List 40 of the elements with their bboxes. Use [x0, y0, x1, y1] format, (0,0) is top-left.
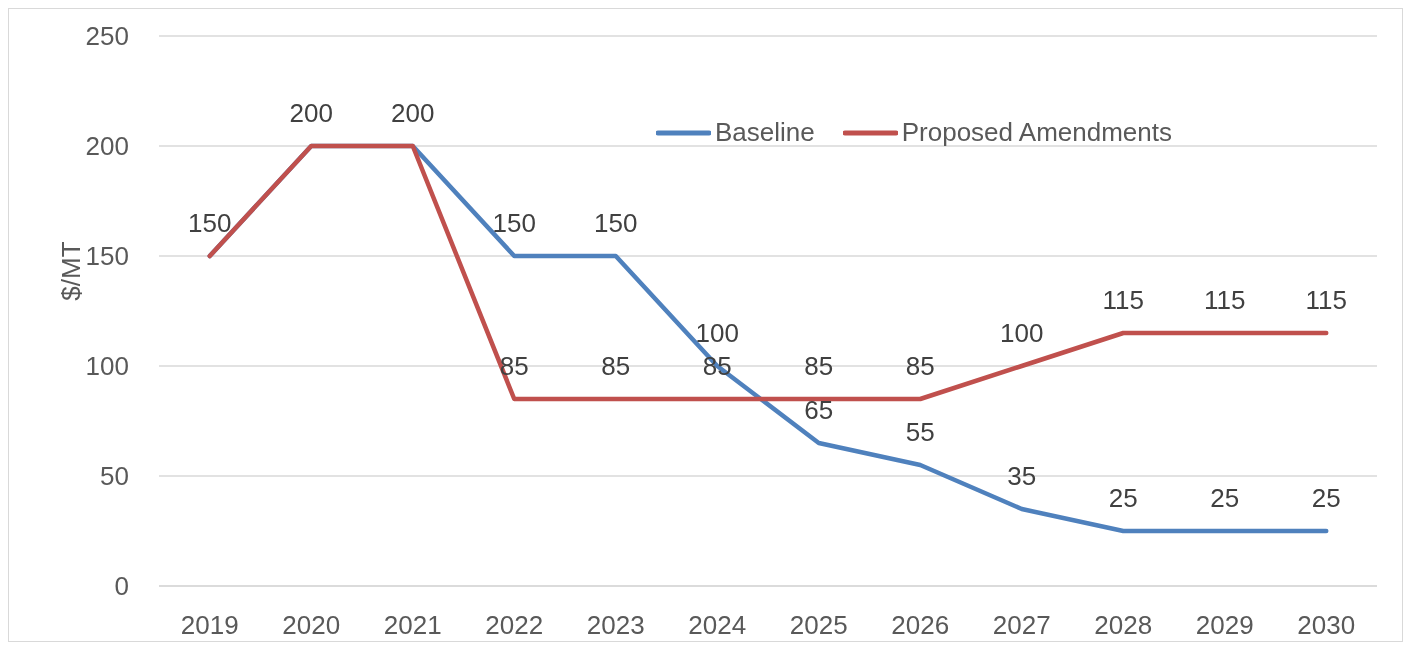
data-label: 150 — [594, 208, 638, 238]
x-tick-label: 2021 — [383, 610, 442, 641]
data-label: 25 — [1210, 483, 1240, 513]
data-label: 65 — [804, 395, 834, 425]
legend-label: Proposed Amendments — [901, 117, 1173, 148]
data-label: 85 — [804, 351, 834, 381]
x-tick-label: 2025 — [789, 610, 848, 641]
x-tick-label: 2023 — [586, 610, 645, 641]
x-tick-label: 2029 — [1195, 610, 1254, 641]
data-label: 200 — [391, 98, 435, 128]
x-tick-label: 2026 — [891, 610, 950, 641]
legend-label: Baseline — [715, 117, 815, 148]
y-tick-label: 250 — [85, 21, 129, 52]
data-label: 55 — [905, 417, 935, 447]
x-tick-label: 2027 — [992, 610, 1051, 641]
data-label: 25 — [1108, 483, 1138, 513]
y-tick-label: 200 — [85, 131, 129, 162]
x-tick-label: 2028 — [1094, 610, 1153, 641]
x-tick-label: 2020 — [282, 610, 341, 641]
x-tick-label: 2024 — [688, 610, 747, 641]
y-axis-title: $/MT — [56, 241, 86, 301]
x-tick-label: 2019 — [180, 610, 239, 641]
y-tick-label: 150 — [85, 241, 129, 272]
x-tick-label: 2030 — [1297, 610, 1356, 641]
data-label: 150 — [492, 208, 536, 238]
data-label: 25 — [1311, 483, 1341, 513]
data-label: 115 — [1102, 285, 1144, 315]
y-tick-label: 0 — [114, 571, 129, 602]
y-tick-label: 50 — [100, 461, 129, 492]
data-label: 200 — [289, 98, 333, 128]
data-label: 115 — [1305, 285, 1347, 315]
data-label: 85 — [601, 351, 631, 381]
y-tick-label: 100 — [85, 351, 129, 382]
data-label: 100 — [1000, 318, 1044, 348]
data-label: 150 — [188, 208, 232, 238]
x-tick-label: 2022 — [485, 610, 544, 641]
data-label: 35 — [1007, 461, 1037, 491]
data-label: 100 — [695, 318, 739, 348]
data-label: 85 — [905, 351, 935, 381]
data-label: 115 — [1204, 285, 1246, 315]
